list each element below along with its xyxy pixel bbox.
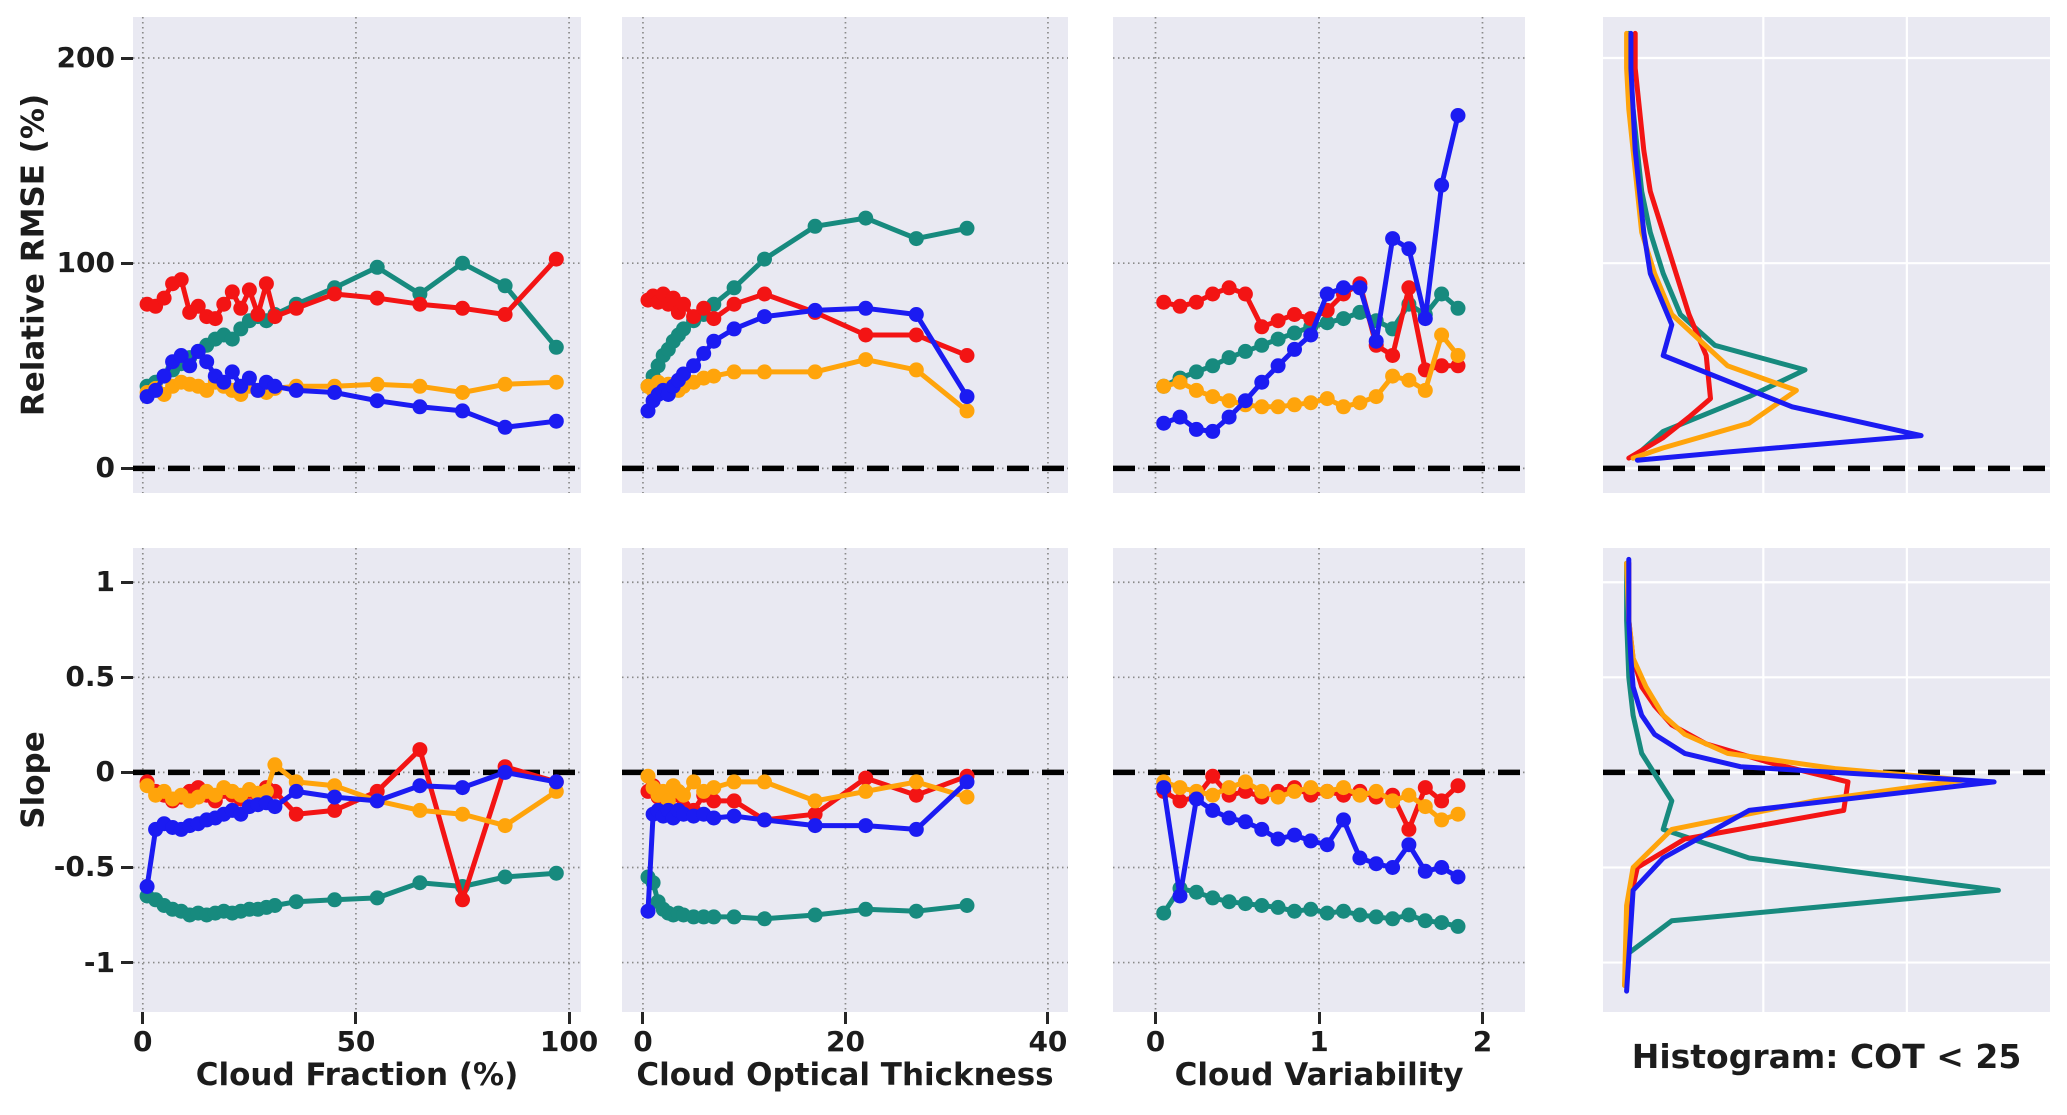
- y-tick-label: 200: [56, 41, 115, 75]
- plot-slope-vs-cloud-optical-thickness: [622, 548, 1068, 1012]
- plot-canvas-slope-vs-cloud-optical-thickness: [622, 548, 1068, 1012]
- plot-slope-histogram: [1603, 548, 2050, 1012]
- series-binned-1d-ret: [1622, 560, 2001, 988]
- y-tick-mark: [121, 865, 133, 869]
- y-tick-label: 1: [95, 565, 115, 599]
- series-binned-model-b: [1622, 560, 1967, 988]
- series-binned-model-a: [139, 251, 564, 327]
- axis-x-label-slope-vs-cloud-fraction: Cloud Fraction (%): [195, 1057, 519, 1093]
- x-tick-mark: [641, 1012, 645, 1024]
- axis-y-label-rmse-vs-cloud-fraction: Relative RMSE (%): [15, 93, 52, 417]
- axis-x-label-slope-histogram: Histogram: COT < 25: [1631, 1037, 2022, 1076]
- x-tick-mark: [141, 1012, 145, 1024]
- series-binned-1d-ret: [1626, 30, 1808, 461]
- gridlines-slope-vs-cloud-fraction: [133, 548, 581, 1012]
- y-tick-label: -0.5: [53, 850, 115, 884]
- series-binned-1d-ret: [139, 255, 564, 394]
- y-tick-label: 0.5: [65, 660, 115, 694]
- series-binned-model-a: [1626, 30, 1713, 461]
- axis-y-label-slope-vs-cloud-fraction: Slope: [15, 731, 52, 829]
- y-tick-mark: [121, 770, 133, 774]
- x-tick-label: 0: [133, 1025, 153, 1058]
- y-tick-mark: [121, 580, 133, 584]
- x-tick-mark: [1046, 1012, 1050, 1024]
- gridlines-rmse-vs-cloud-variability: [1113, 17, 1525, 493]
- x-tick-mark: [354, 1012, 358, 1024]
- y-tick-mark: [121, 675, 133, 679]
- series-binned-model-c: [1156, 780, 1466, 904]
- series-binned-1d-ret: [640, 869, 975, 927]
- y-tick-label: -1: [83, 945, 115, 979]
- x-tick-label: 100: [539, 1025, 599, 1058]
- x-tick-label: 2: [1472, 1025, 1493, 1058]
- x-tick-label: 0: [633, 1025, 653, 1058]
- plot-canvas-slope-vs-cloud-variability: [1113, 548, 1525, 1012]
- plot-canvas-rmse-histogram: [1603, 17, 2050, 493]
- x-tick-mark: [567, 1012, 571, 1024]
- series-binned-model-c: [139, 764, 564, 894]
- y-tick-label: 0: [95, 755, 115, 789]
- y-tick-mark: [121, 466, 133, 470]
- plot-slope-vs-cloud-variability: [1113, 548, 1525, 1012]
- series-binned-model-b: [1156, 774, 1466, 828]
- series-binned-model-b: [640, 768, 975, 809]
- y-tick-mark: [121, 261, 133, 265]
- plot-canvas-rmse-vs-cloud-fraction: [133, 17, 581, 493]
- gridlines-slope-vs-cloud-variability: [1113, 548, 1525, 1012]
- series-binned-model-c: [1156, 108, 1466, 439]
- plot-canvas-slope-histogram: [1603, 548, 2050, 1012]
- y-tick-label: 0: [95, 451, 115, 485]
- plot-rmse-histogram: [1603, 17, 2050, 493]
- plot-canvas-rmse-vs-cloud-optical-thickness: [622, 17, 1068, 493]
- plot-rmse-vs-cloud-variability: [1113, 17, 1525, 493]
- x-tick-mark: [1480, 1012, 1484, 1024]
- series-binned-model-c: [1628, 30, 1924, 463]
- x-tick-label: 0: [1145, 1025, 1166, 1058]
- series-binned-model-c: [640, 774, 975, 919]
- x-tick-label: 50: [336, 1025, 376, 1058]
- plot-rmse-vs-cloud-optical-thickness: [622, 17, 1068, 493]
- y-tick-label: 100: [56, 246, 115, 280]
- x-tick-label: 1: [1309, 1025, 1329, 1058]
- series-binned-model-b: [1624, 30, 1799, 461]
- x-tick-label: 20: [825, 1025, 865, 1058]
- series-binned-model-c: [640, 300, 975, 419]
- plot-slope-vs-cloud-fraction: [133, 548, 581, 1012]
- series-binned-model-c: [1624, 556, 1997, 994]
- series-binned-1d-ret: [1156, 880, 1466, 934]
- gridlines-rmse-vs-cloud-optical-thickness: [622, 17, 1068, 493]
- series-binned-model-b: [1156, 327, 1466, 415]
- x-tick-mark: [1154, 1012, 1157, 1024]
- axis-x-label-slope-vs-cloud-optical-thickness: Cloud Optical Thickness: [636, 1057, 1054, 1093]
- plot-canvas-slope-vs-cloud-fraction: [133, 548, 581, 1012]
- x-tick-mark: [1317, 1012, 1321, 1024]
- series-binned-1d-ret: [139, 865, 564, 923]
- series-binned-1d-ret: [1156, 286, 1466, 394]
- x-tick-mark: [843, 1012, 847, 1024]
- y-tick-mark: [121, 961, 133, 965]
- plot-canvas-rmse-vs-cloud-variability: [1113, 17, 1525, 493]
- axis-x-label-slope-vs-cloud-variability: Cloud Variability: [1174, 1057, 1464, 1093]
- y-tick-mark: [121, 56, 133, 60]
- plot-rmse-vs-cloud-fraction: [133, 17, 581, 493]
- series-binned-model-c: [139, 343, 564, 435]
- x-tick-label: 40: [1028, 1025, 1068, 1058]
- gridlines-rmse-vs-cloud-fraction: [133, 17, 581, 493]
